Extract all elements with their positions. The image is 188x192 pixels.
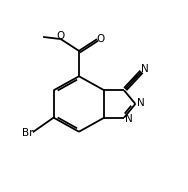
Text: O: O — [56, 31, 64, 41]
Text: Br: Br — [22, 127, 34, 137]
Text: N: N — [141, 64, 149, 74]
Text: N: N — [137, 98, 145, 108]
Text: O: O — [96, 34, 104, 44]
Text: N: N — [125, 114, 133, 124]
